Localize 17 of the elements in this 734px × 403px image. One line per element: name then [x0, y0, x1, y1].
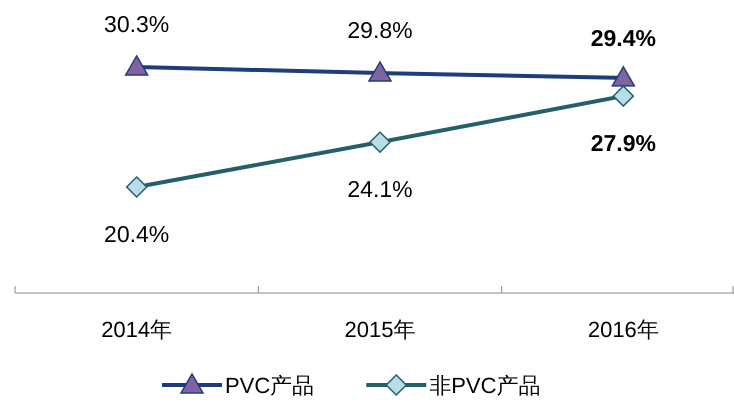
legend-label: 非PVC产品	[429, 373, 540, 398]
data-label: 24.1%	[347, 176, 413, 202]
point	[368, 61, 392, 82]
point	[369, 131, 391, 153]
data-label: 27.9%	[590, 130, 656, 156]
x-tick-label: 2015年	[344, 317, 416, 342]
point	[612, 85, 634, 107]
data-label: 30.3%	[104, 11, 170, 37]
data-label: 29.8%	[347, 17, 413, 44]
point	[124, 55, 148, 76]
x-tick-label: 2016年	[588, 317, 659, 342]
point	[126, 176, 148, 198]
data-label: 20.4%	[104, 221, 170, 247]
legend-label: PVC产品	[225, 373, 314, 398]
point	[612, 66, 636, 87]
data-label: 29.4%	[590, 24, 656, 51]
x-tick-label: 2014年	[101, 317, 172, 342]
